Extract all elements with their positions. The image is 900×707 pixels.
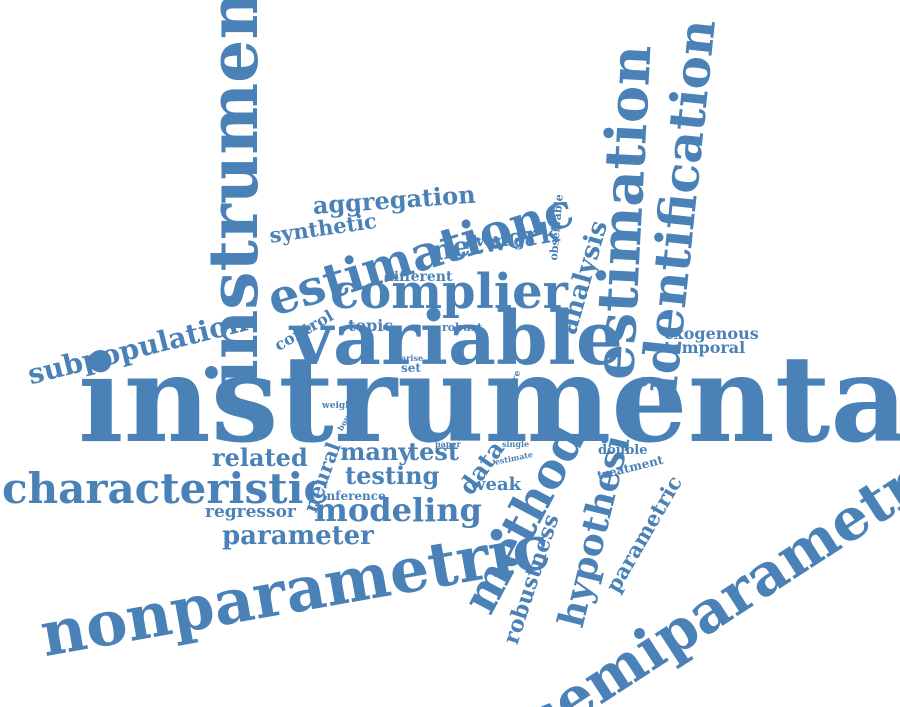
word-single: single <box>502 439 530 449</box>
word-modeling: modeling <box>314 491 482 529</box>
word-regressor: regressor <box>205 502 296 522</box>
word-topic: topic <box>348 316 394 335</box>
word-test: test <box>408 437 459 466</box>
word-average: average <box>465 231 536 250</box>
word-testing: testing <box>345 461 440 490</box>
word-weight: weight <box>322 401 356 411</box>
word-double: double <box>598 443 648 458</box>
word-robust: robust <box>442 321 483 334</box>
word-synthetic: synthetic <box>267 207 379 248</box>
word-inference: inference <box>322 489 386 503</box>
word-set: set <box>401 361 421 375</box>
word-weak: weak <box>470 474 522 495</box>
word-complier: complier <box>330 264 568 320</box>
word-paper: paper <box>435 439 461 449</box>
word-many: many <box>340 437 413 466</box>
word-exogenous: exogenous <box>664 324 759 343</box>
word-temporal: temporal <box>664 338 746 357</box>
word-characteristic: characteristic <box>2 464 330 513</box>
word-instrumental: instrumental <box>78 329 900 470</box>
word-different: different <box>384 269 453 285</box>
word-arise: arise <box>401 353 424 363</box>
word-related: related <box>212 443 308 472</box>
word-parameter: parameter <box>222 521 374 551</box>
word-variable: variable <box>290 296 623 382</box>
